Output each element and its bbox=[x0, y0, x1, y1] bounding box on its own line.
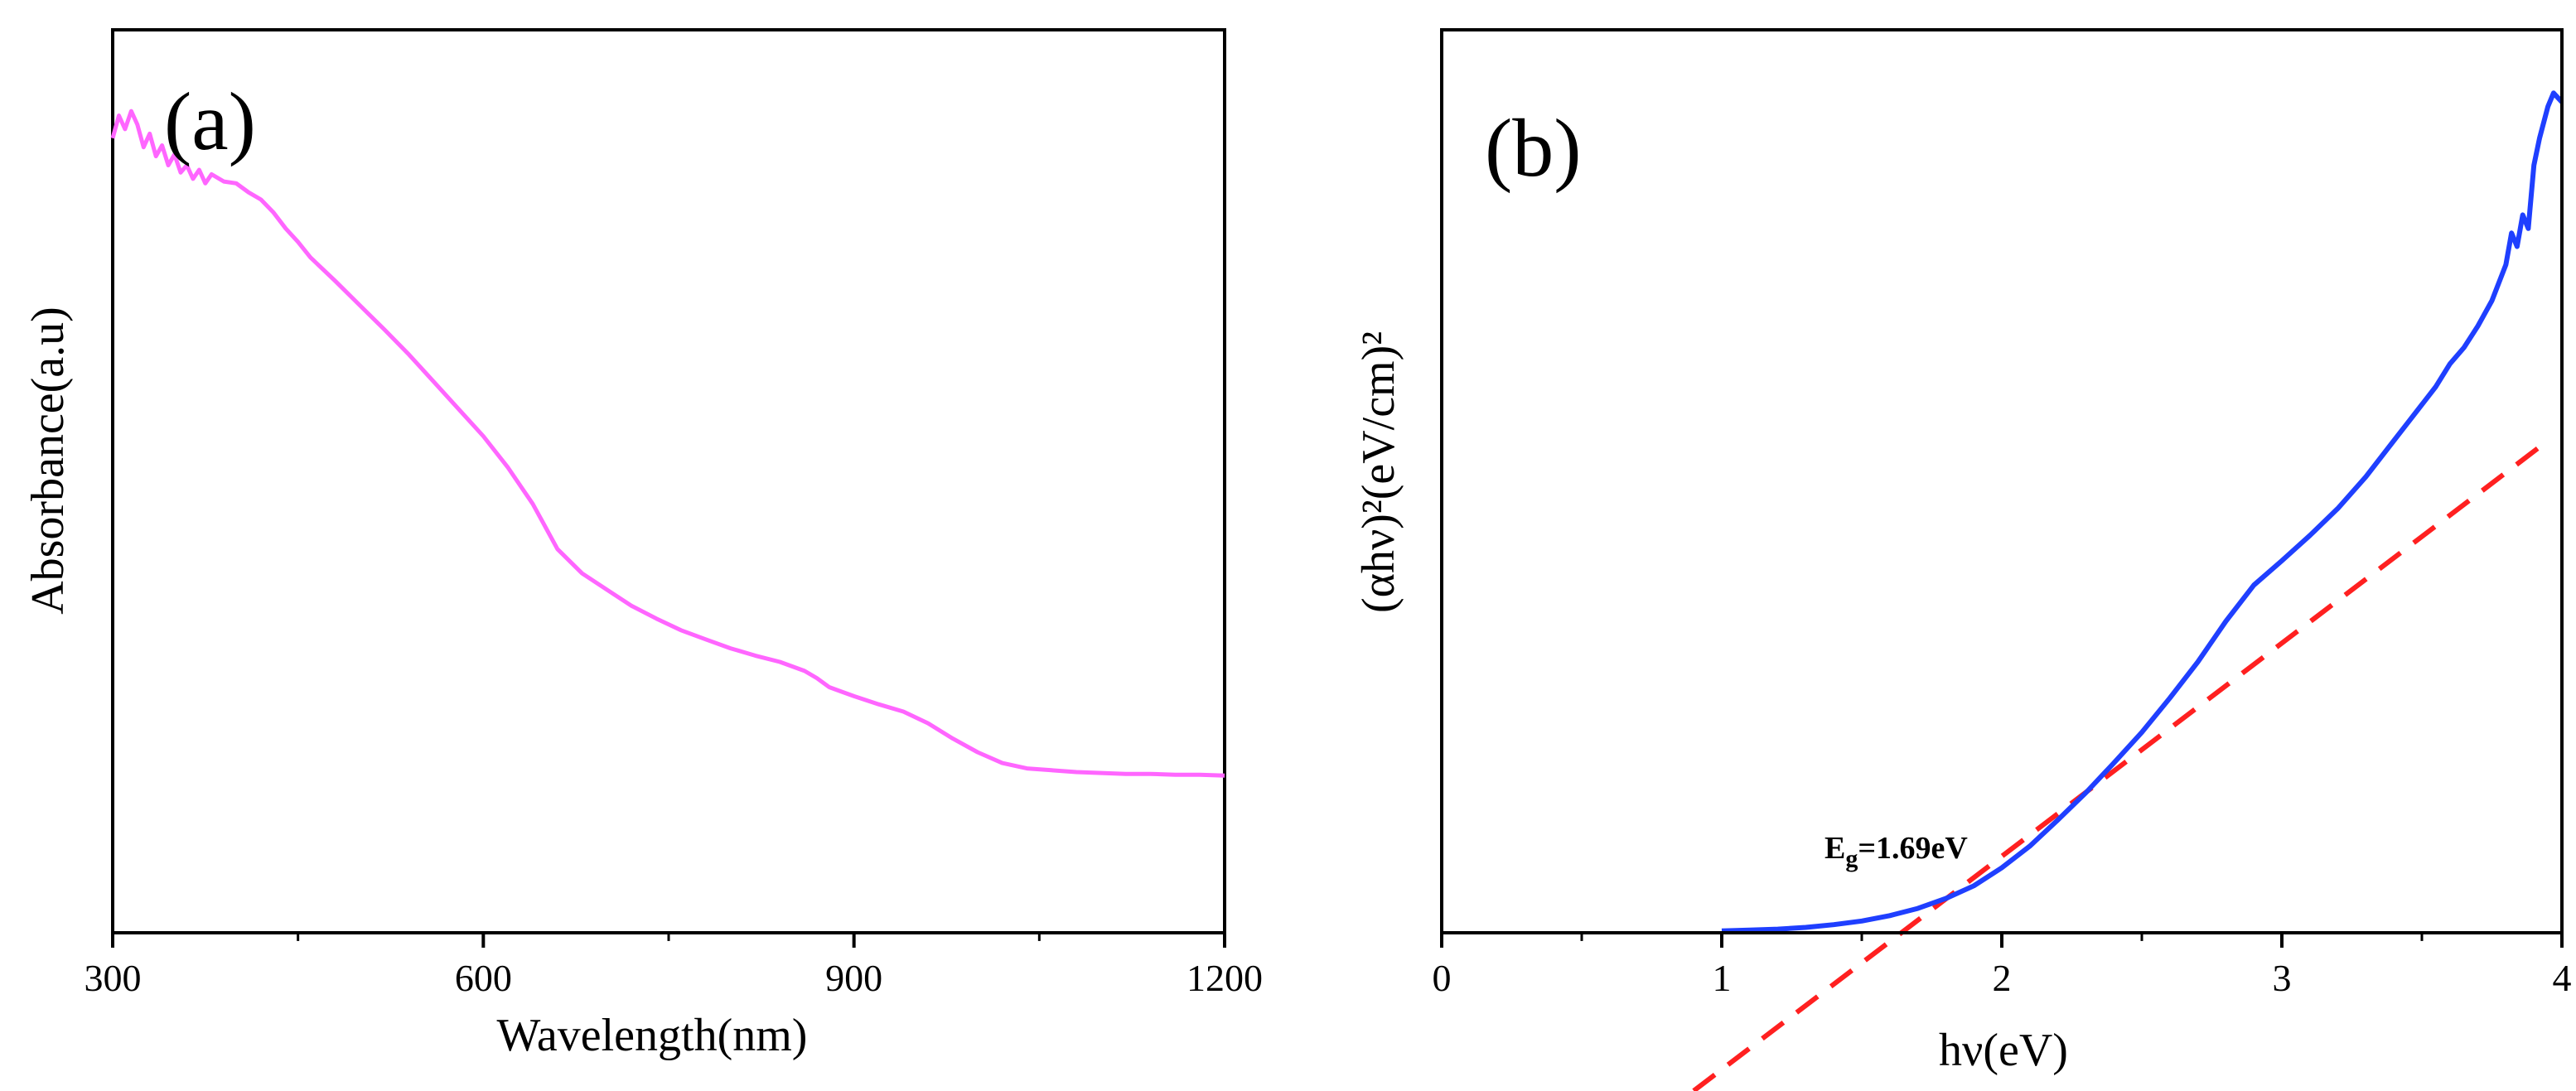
x-tick-label: 1200 bbox=[1187, 957, 1263, 999]
panel-a-y-axis-label: Absorbance(a.u) bbox=[22, 307, 74, 615]
panel-b-x-tick-labels: 0 1 2 3 4 bbox=[1433, 957, 2572, 999]
absorbance-curve bbox=[110, 109, 1225, 778]
x-tick-label: 300 bbox=[85, 957, 142, 999]
panel-a-absorbance-chart: 300 600 900 1200 (a) Wavelength(nm) Absorba… bbox=[22, 28, 1264, 1061]
x-tick-label: 900 bbox=[825, 957, 882, 999]
panel-a-plot-frame bbox=[111, 28, 1226, 934]
x-tick-label: 4 bbox=[2553, 957, 2572, 999]
panel-b-y-axis-label: (αhν)²(eV/cm)² bbox=[1353, 331, 1404, 613]
panel-b-tauc-chart: 0 1 2 3 4 (b) hν(eV) (αhν)²(eV/cm)² Eg=1.69e… bbox=[1353, 28, 2572, 1091]
panel-a-label: (a) bbox=[164, 75, 256, 167]
bandgap-annotation: Eg=1.69eV bbox=[1824, 831, 1968, 872]
x-tick-label: 3 bbox=[2273, 957, 2292, 999]
x-tick-label: 1 bbox=[1713, 957, 1732, 999]
tauc-plot-curve bbox=[1721, 90, 2562, 933]
panel-b-x-axis-label: hν(eV) bbox=[1939, 1025, 2068, 1076]
x-tick-label: 600 bbox=[455, 957, 512, 999]
panel-a-x-axis-label: Wavelength(nm) bbox=[497, 1010, 808, 1061]
linear-fit-dashed-line bbox=[1692, 438, 2549, 1091]
panel-a-x-tick-labels: 300 600 900 1200 bbox=[85, 957, 1264, 999]
panel-b-label: (b) bbox=[1485, 102, 1582, 194]
x-tick-label: 0 bbox=[1433, 957, 1452, 999]
panel-a-x-ticks bbox=[111, 933, 1226, 948]
x-tick-label: 2 bbox=[1993, 957, 2012, 999]
panel-b-plot-frame bbox=[1440, 28, 2564, 934]
panel-b-x-ticks bbox=[1440, 933, 2564, 948]
